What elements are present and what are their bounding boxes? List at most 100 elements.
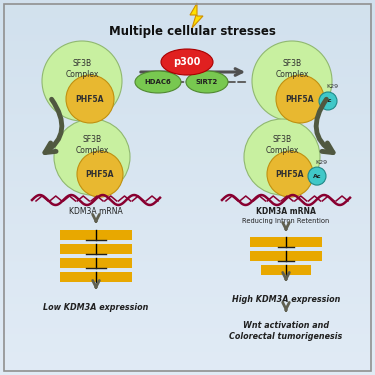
Bar	[0, 337, 375, 338]
Bar	[0, 326, 375, 327]
Bar	[0, 77, 375, 78]
Bar	[0, 228, 375, 229]
Bar	[0, 84, 375, 85]
Bar	[0, 260, 375, 261]
Bar	[0, 107, 375, 108]
Text: SF3B
Complex: SF3B Complex	[65, 59, 99, 79]
Bar	[0, 105, 375, 106]
Bar	[0, 348, 375, 349]
Text: KDM3A mRNA: KDM3A mRNA	[256, 207, 316, 216]
Bar	[0, 203, 375, 204]
Bar	[0, 111, 375, 112]
Bar	[0, 72, 375, 73]
Bar	[0, 191, 375, 192]
Bar	[0, 314, 375, 315]
Bar	[0, 371, 375, 372]
Bar	[0, 177, 375, 178]
Bar	[0, 74, 375, 75]
Bar	[0, 294, 375, 295]
Bar	[0, 137, 375, 138]
Bar	[0, 1, 375, 2]
Bar	[0, 176, 375, 177]
Bar	[0, 345, 375, 346]
Bar	[0, 315, 375, 316]
Bar	[0, 16, 375, 17]
Bar	[0, 2, 375, 3]
Bar	[0, 340, 375, 341]
Circle shape	[267, 151, 313, 197]
Bar	[0, 146, 375, 147]
Bar	[0, 36, 375, 37]
Bar	[0, 83, 375, 84]
Bar	[0, 244, 375, 245]
Bar	[0, 214, 375, 215]
Bar	[0, 66, 375, 67]
Bar	[0, 250, 375, 251]
Text: SIRT2: SIRT2	[196, 79, 218, 85]
Bar	[0, 165, 375, 166]
Ellipse shape	[161, 49, 213, 75]
Bar	[0, 169, 375, 170]
Bar	[0, 318, 375, 319]
Bar	[0, 293, 375, 294]
Bar	[0, 307, 375, 308]
Bar	[0, 44, 375, 45]
Bar	[0, 306, 375, 307]
Bar	[0, 55, 375, 56]
Text: PHF5A: PHF5A	[76, 94, 104, 104]
Bar	[0, 367, 375, 368]
Bar	[0, 279, 375, 280]
Bar	[0, 354, 375, 355]
Bar	[0, 289, 375, 290]
Bar	[0, 23, 375, 24]
Bar	[0, 121, 375, 122]
Bar	[0, 119, 375, 120]
Bar	[0, 221, 375, 222]
Bar	[0, 365, 375, 366]
Bar	[0, 109, 375, 110]
Bar	[0, 248, 375, 249]
Bar	[0, 240, 375, 241]
Bar	[0, 64, 375, 65]
Bar	[0, 258, 375, 259]
Bar	[0, 247, 375, 248]
Bar	[0, 352, 375, 353]
Bar	[0, 334, 375, 335]
Bar	[0, 208, 375, 209]
Bar	[0, 114, 375, 115]
Bar	[0, 186, 375, 187]
Bar	[0, 90, 375, 91]
Bar	[0, 357, 375, 358]
Text: High KDM3A expression: High KDM3A expression	[232, 294, 340, 303]
Bar	[0, 288, 375, 289]
Bar	[0, 95, 375, 96]
Bar	[0, 370, 375, 371]
Bar	[0, 262, 375, 263]
Bar	[0, 104, 375, 105]
Text: Multiple cellular stresses: Multiple cellular stresses	[109, 24, 275, 38]
Bar	[0, 224, 375, 225]
Bar	[0, 140, 375, 141]
Bar	[0, 238, 375, 239]
Bar	[0, 311, 375, 312]
Bar	[0, 360, 375, 361]
Bar	[0, 159, 375, 160]
Bar	[0, 310, 375, 311]
Bar	[0, 118, 375, 119]
Bar	[0, 243, 375, 244]
Bar	[0, 145, 375, 146]
Bar	[0, 108, 375, 109]
Bar	[0, 166, 375, 167]
Bar	[0, 316, 375, 317]
Bar	[0, 167, 375, 168]
Bar	[0, 155, 375, 156]
Bar	[0, 25, 375, 26]
Bar	[0, 287, 375, 288]
Bar	[0, 187, 375, 188]
Bar	[0, 53, 375, 54]
Bar	[0, 217, 375, 218]
Bar	[0, 281, 375, 282]
Bar	[0, 130, 375, 131]
Bar	[0, 369, 375, 370]
Bar	[0, 251, 375, 252]
